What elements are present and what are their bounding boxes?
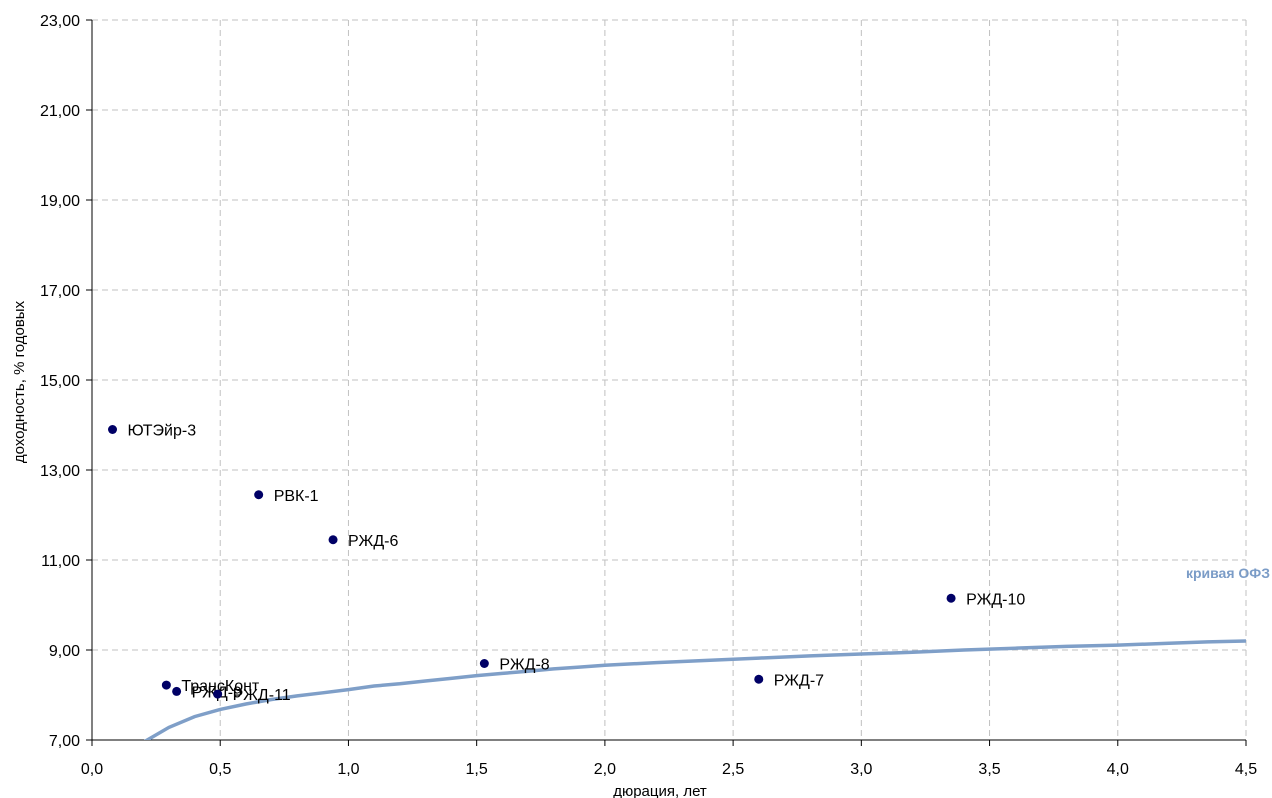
ofz-curve-line [143, 639, 1246, 740]
point-label: РЖД-8 [499, 657, 549, 674]
point-label: ЮТЭйр-3 [128, 423, 197, 440]
x-tick-label: 1,5 [466, 761, 488, 778]
y-tick-label: 9,00 [49, 643, 80, 660]
x-tick-label: 0,5 [209, 761, 231, 778]
data-points: ЮТЭйр-3 РВК-1 РЖД-6 РЖД-10 РЖД-8 РЖД-7 ТрансКо… [108, 423, 1025, 704]
x-tick-label: 3,0 [850, 761, 872, 778]
y-tick-label: 7,00 [49, 733, 80, 750]
data-point [946, 593, 956, 603]
data-point [172, 686, 182, 696]
x-tick-label: 0,0 [81, 761, 103, 778]
data-point [213, 689, 223, 699]
y-tick-label: 19,00 [40, 193, 80, 210]
y-tick-label: 23,00 [40, 13, 80, 30]
y-tick-label: 17,00 [40, 283, 80, 300]
x-axis-title: дюрация, лет [613, 783, 707, 798]
data-point [479, 659, 489, 668]
y-tick-label: 15,00 [40, 373, 80, 390]
y-tick-label: 11,00 [41, 553, 80, 570]
x-tick-label: 1,0 [337, 761, 359, 778]
point-label: ТрансКонт [181, 678, 260, 695]
x-tick-label: 2,5 [722, 761, 744, 778]
ofz-curve-label: кривая ОФЗ [1186, 565, 1270, 581]
y-tick-label: 21,00 [40, 103, 80, 120]
x-tick-label: 3,5 [978, 761, 1000, 778]
gridlines [92, 19, 1247, 740]
y-tick-label: 13,00 [40, 463, 80, 480]
point-label: РЖД-7 [774, 672, 824, 689]
tick-labels: 0,0 0,5 1,0 1,5 2,0 2,5 3,0 3,5 4,0 4,5 7,00 9,00 11… [40, 13, 1257, 778]
axes [86, 19, 1247, 746]
data-point [754, 674, 764, 684]
x-tick-label: 2,0 [594, 761, 616, 778]
point-label: РЖД-11 [233, 687, 291, 704]
point-label: РВК-1 [274, 488, 319, 505]
point-label: РЖД-10 [966, 591, 1025, 608]
data-point [161, 680, 171, 690]
data-point [328, 535, 338, 545]
x-tick-label: 4,0 [1107, 761, 1129, 778]
point-label: РЖД-6 [348, 533, 398, 550]
data-point [108, 425, 118, 434]
data-point [254, 490, 264, 500]
x-tick-label: 4,5 [1235, 761, 1257, 778]
y-axis-title: доходность, % годовых [11, 300, 28, 463]
ofz-curve-group: кривая ОФЗ [143, 565, 1270, 740]
